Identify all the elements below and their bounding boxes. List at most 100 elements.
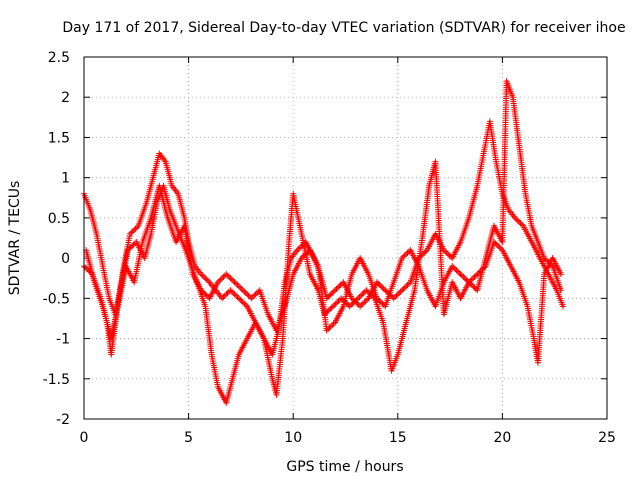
data-point-marker xyxy=(249,293,256,300)
data-point-marker xyxy=(223,271,230,278)
data-point-marker xyxy=(224,272,231,279)
data-point-marker xyxy=(327,306,334,313)
data-point-marker xyxy=(217,276,224,283)
data-point-marker xyxy=(203,276,210,283)
y-tick-label: 1 xyxy=(61,171,70,187)
data-point-marker xyxy=(373,295,380,302)
data-point-marker xyxy=(451,265,458,272)
data-point-marker xyxy=(392,293,399,300)
data-point-marker xyxy=(199,288,206,295)
data-point-marker xyxy=(334,299,341,306)
data-point-marker xyxy=(445,251,452,258)
data-point-marker xyxy=(449,263,456,270)
data-point-marker xyxy=(400,253,407,260)
data-point-marker xyxy=(82,264,89,271)
x-tick-label: 15 xyxy=(389,430,407,446)
data-point-marker xyxy=(364,288,371,295)
data-point-marker xyxy=(517,220,524,227)
data-point-marker xyxy=(492,240,499,247)
data-point-marker xyxy=(205,277,212,284)
data-point-marker xyxy=(214,279,221,286)
data-point-marker xyxy=(364,296,371,303)
data-point-marker xyxy=(230,277,237,284)
data-point-marker xyxy=(133,224,140,231)
data-point-marker xyxy=(477,268,484,275)
y-tick-label: -1 xyxy=(56,332,70,348)
data-point-marker xyxy=(375,280,382,287)
data-point-marker xyxy=(231,279,238,286)
data-point-marker xyxy=(518,221,525,228)
data-point-marker xyxy=(456,269,463,276)
data-point-marker xyxy=(299,253,306,260)
data-point-marker xyxy=(132,225,139,232)
data-point-marker xyxy=(357,303,364,310)
data-point-marker xyxy=(335,298,342,305)
data-point-marker xyxy=(242,289,249,296)
data-point-marker xyxy=(233,280,240,287)
data-point-marker xyxy=(220,293,227,300)
data-point-marker xyxy=(227,275,234,282)
data-point-marker xyxy=(557,271,564,278)
data-point-marker xyxy=(202,291,209,298)
data-point-marker xyxy=(329,322,336,329)
data-point-marker xyxy=(366,289,373,296)
data-point-marker xyxy=(129,243,136,250)
data-point-marker xyxy=(230,289,237,296)
data-point-marker xyxy=(481,264,488,271)
data-point-marker xyxy=(237,296,244,303)
data-point-marker xyxy=(242,302,249,309)
data-point-marker xyxy=(373,279,380,286)
data-point-marker xyxy=(199,272,206,279)
data-point-marker xyxy=(241,288,248,295)
data-point-marker xyxy=(357,292,364,299)
data-point-marker xyxy=(496,244,503,251)
data-point-marker xyxy=(450,264,457,271)
data-point-marker xyxy=(352,298,359,305)
data-point-marker xyxy=(478,267,485,274)
y-tick-label: 2 xyxy=(61,90,70,106)
chart-title: Day 171 of 2017, Sidereal Day-to-day VTE… xyxy=(62,20,625,36)
data-point-marker xyxy=(471,284,478,291)
data-point-marker xyxy=(328,304,335,311)
data-point-marker xyxy=(470,283,477,290)
data-point-marker xyxy=(304,249,311,256)
series-satellite-track-3 xyxy=(83,182,564,366)
data-point-marker xyxy=(298,255,305,262)
data-point-marker xyxy=(422,248,429,255)
data-point-marker xyxy=(401,284,408,291)
data-point-marker xyxy=(460,273,467,280)
data-point-marker xyxy=(472,272,479,279)
data-point-marker xyxy=(227,287,234,294)
data-point-marker xyxy=(359,300,366,307)
x-axis-label: GPS time / hours xyxy=(286,459,403,475)
data-point-marker xyxy=(348,302,355,309)
data-point-marker xyxy=(224,289,231,296)
data-point-marker xyxy=(396,289,403,296)
data-point-marker xyxy=(362,298,369,305)
data-point-marker xyxy=(200,289,207,296)
data-point-marker xyxy=(465,279,472,286)
data-point-marker xyxy=(239,299,246,306)
data-point-marker xyxy=(346,303,353,310)
data-point-marker xyxy=(363,287,370,294)
data-point-marker xyxy=(327,291,334,298)
data-point-marker xyxy=(203,292,210,299)
data-point-marker xyxy=(479,265,486,272)
data-point-marker xyxy=(216,277,223,284)
data-point-marker xyxy=(221,292,228,299)
data-point-marker xyxy=(398,287,405,294)
data-point-marker xyxy=(378,299,385,306)
data-point-marker xyxy=(301,252,308,259)
y-tick-label: -1.5 xyxy=(43,372,70,388)
data-point-marker xyxy=(358,302,365,309)
data-point-marker xyxy=(127,230,134,237)
data-point-marker xyxy=(202,275,209,282)
data-point-marker xyxy=(124,247,131,254)
data-point-marker xyxy=(219,275,226,282)
x-tick-label: 10 xyxy=(284,430,302,446)
data-point-marker xyxy=(403,251,410,258)
data-point-marker xyxy=(443,249,450,256)
data-point-marker xyxy=(491,239,498,246)
data-point-marker xyxy=(403,283,410,290)
